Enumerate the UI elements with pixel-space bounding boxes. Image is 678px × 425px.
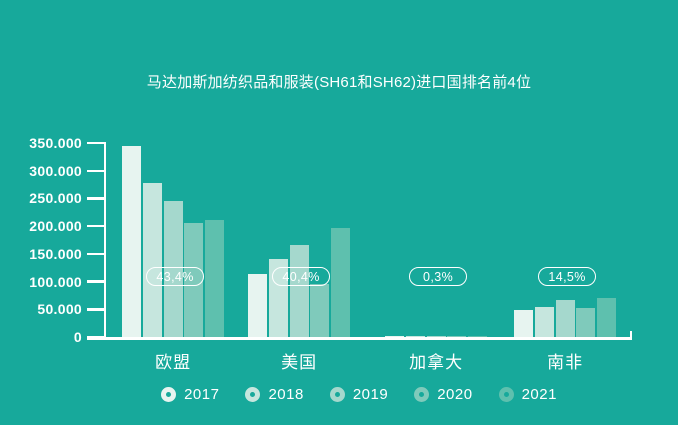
legend-label: 2018 xyxy=(268,386,304,403)
bar-加拿大-2018[interactable] xyxy=(405,335,425,337)
bar-欧盟-2017[interactable] xyxy=(122,145,141,337)
y-tick-mark xyxy=(87,280,104,283)
bar-南非-2020[interactable] xyxy=(576,308,596,337)
y-tick-label: 250.000 xyxy=(29,190,82,207)
bar-南非-2018[interactable] xyxy=(534,306,554,337)
y-tick-label: 0 xyxy=(73,329,82,345)
x-category-label: 欧盟 xyxy=(155,353,192,372)
legend-dot-icon xyxy=(329,387,345,402)
bar-南非-2019[interactable] xyxy=(555,300,575,337)
x-axis-line xyxy=(87,337,632,340)
share-pill-南非: 14,5% xyxy=(538,267,597,286)
chart-title: 马达加斯加纺织品和服装(SH61和SH62)进口国排名前4位 xyxy=(146,74,532,91)
bar-加拿大-2021[interactable] xyxy=(468,336,488,337)
y-tick-label: 150.000 xyxy=(29,245,82,262)
y-tick-label: 50.000 xyxy=(37,301,82,318)
y-axis-line xyxy=(103,142,106,339)
y-tick-mark xyxy=(87,141,104,145)
legend-item-2018[interactable]: 2018 xyxy=(245,386,303,403)
x-category-label: 加拿大 xyxy=(409,353,464,372)
legend-item-2021[interactable]: 2021 xyxy=(498,386,557,403)
y-tick-label: 200.000 xyxy=(29,218,82,235)
x-category-label: 美国 xyxy=(281,353,318,372)
bar-欧盟-2018[interactable] xyxy=(142,182,162,337)
legend-dot-icon xyxy=(161,387,177,402)
y-tick-mark xyxy=(87,197,104,200)
bar-南非-2021[interactable] xyxy=(597,297,617,337)
y-tick-mark xyxy=(87,308,104,311)
share-pill-加拿大: 0,3% xyxy=(409,267,468,286)
legend-item-2020[interactable]: 2020 xyxy=(414,386,472,403)
x-axis-end-tick xyxy=(629,331,632,338)
legend: 2017 2018 2019 2020 2021 xyxy=(40,386,678,403)
y-tick-mark xyxy=(87,169,104,172)
bar-美国-2017[interactable] xyxy=(248,274,267,337)
legend-dot-icon xyxy=(498,387,514,402)
y-tick-label: 100.000 xyxy=(29,273,82,290)
x-category-label: 南非 xyxy=(547,353,584,372)
share-pill-欧盟: 43,4% xyxy=(146,267,205,286)
y-tick-mark xyxy=(87,224,104,228)
bar-美国-2020[interactable] xyxy=(310,283,330,337)
legend-label: 2021 xyxy=(521,386,557,403)
bar-加拿大-2019[interactable] xyxy=(426,335,446,337)
y-tick-label: 300.000 xyxy=(29,162,82,179)
legend-item-2019[interactable]: 2019 xyxy=(329,386,389,403)
bar-欧盟-2021[interactable] xyxy=(205,219,225,337)
bar-南非-2017[interactable] xyxy=(514,310,533,337)
bar-加拿大-2017[interactable] xyxy=(385,336,404,337)
y-tick-label: 350.000 xyxy=(29,135,82,151)
bar-加拿大-2020[interactable] xyxy=(447,336,467,337)
y-tick-mark xyxy=(87,252,104,256)
bar-美国-2021[interactable] xyxy=(331,227,351,337)
legend-item-2017[interactable]: 2017 xyxy=(161,386,219,403)
legend-label: 2017 xyxy=(184,386,220,403)
legend-label: 2020 xyxy=(437,386,473,403)
legend-dot-icon xyxy=(245,387,261,402)
legend-label: 2019 xyxy=(352,386,389,403)
bar-美国-2019[interactable] xyxy=(289,245,309,337)
legend-dot-icon xyxy=(414,387,430,402)
bar-欧盟-2019[interactable] xyxy=(163,201,183,337)
share-pill-美国: 40,4% xyxy=(272,267,331,286)
